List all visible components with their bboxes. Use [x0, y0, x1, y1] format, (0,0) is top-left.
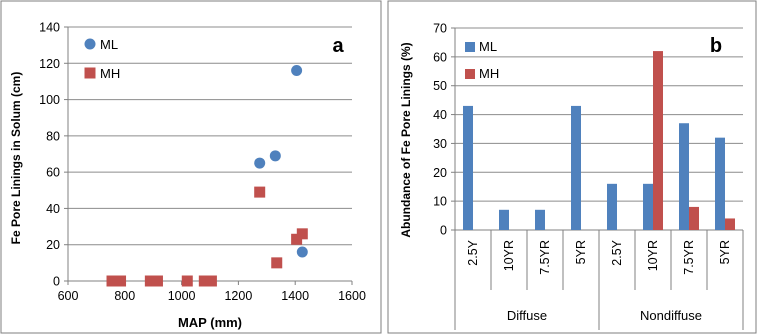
bar-ml: [607, 183, 617, 230]
y-tick-label: 10: [433, 195, 447, 209]
y-tick-label: 70: [433, 22, 447, 36]
panel-a-y-tick-labels: 0 20 40 60 80 100 120 140: [39, 21, 60, 289]
data-point-mh: [205, 275, 217, 287]
panel-b-y-tick-labels: 0 10 20 30 40 50 60 70: [433, 22, 447, 238]
data-point-ml: [291, 65, 303, 77]
y-tick-label: 100: [39, 93, 60, 107]
y-tick-label: 0: [53, 275, 60, 289]
bar-ml: [643, 183, 653, 230]
y-tick-label: 60: [46, 166, 60, 180]
y-tick-label: 40: [46, 202, 60, 216]
data-point-mh: [106, 275, 118, 287]
bar-ml: [499, 209, 509, 230]
data-point-mh: [151, 275, 163, 287]
panel-a-points: [106, 65, 308, 287]
panel-b-legend: ML MH: [465, 39, 499, 81]
y-tick-label: 50: [433, 79, 447, 93]
bar-mh: [653, 51, 663, 231]
data-point-mh: [181, 275, 193, 287]
x-tick-label: 1200: [224, 289, 252, 303]
data-point-mh: [115, 275, 127, 287]
x-tick-label: 600: [58, 289, 79, 303]
legend-mh-swatch: [465, 69, 475, 79]
category-label: 5YR: [574, 240, 588, 264]
data-point-mh: [271, 257, 283, 269]
data-point-mh: [291, 233, 303, 245]
y-tick-label: 60: [433, 50, 447, 64]
category-label: 7.5YR: [682, 240, 696, 275]
panel-b-category-labels: 2.5Y 10YR 7.5YR 5YR 2.5Y 10YR 7.5YR 5YR: [466, 239, 732, 274]
y-tick-label: 80: [46, 129, 60, 143]
data-point-ml: [254, 157, 266, 169]
panel-a-x-axis-label: MAP (mm): [178, 315, 242, 330]
category-label: 2.5Y: [610, 239, 624, 265]
panel-b-gridlines: [451, 27, 743, 231]
bar-ml: [571, 105, 581, 230]
bar-ml: [535, 209, 545, 230]
panel-b-bar-chart: 0 10 20 30 40 50 60 70 2.5Y 10YR 7.5YR 5YR 2.5Y 10YR…: [387, 0, 757, 334]
panel-a-letter: a: [332, 35, 344, 57]
data-point-mh: [144, 275, 156, 287]
panel-a-gridlines: [64, 26, 352, 282]
panel-a-y-axis-label: Fe Pore Linings in Solum (cm): [9, 72, 23, 245]
category-label: 5YR: [718, 240, 732, 264]
bar-ml: [679, 123, 689, 230]
category-label: 2.5Y: [466, 239, 480, 265]
legend-ml-marker: [84, 38, 96, 50]
category-label: 10YR: [646, 240, 660, 271]
category-label: 10YR: [502, 240, 516, 271]
x-tick-label: 1400: [281, 289, 309, 303]
data-point-mh: [198, 275, 210, 287]
panel-b-letter: b: [710, 35, 722, 57]
y-tick-label: 40: [433, 108, 447, 122]
panel-a-x-tick-labels: 600 800 1000 1200 1400 1600: [58, 289, 366, 303]
x-tick-label: 1600: [338, 289, 366, 303]
group-label: Nondiffuse: [640, 308, 702, 323]
group-label: Diffuse: [507, 308, 547, 323]
legend-mh-label: MH: [479, 66, 499, 81]
x-tick-label: 1000: [168, 289, 196, 303]
legend-mh-label: MH: [100, 66, 120, 81]
y-tick-label: 30: [433, 137, 447, 151]
panel-b-y-axis-label: Abundance of Fe Pore Linings (%): [399, 42, 413, 237]
panel-b-group-labels: Diffuse Nondiffuse: [507, 308, 702, 323]
panel-a-scatter: 0 20 40 60 80 100 120 140 600 800 1000 1200 1400 160…: [0, 0, 382, 334]
bar-ml: [715, 137, 725, 230]
bar-mh: [725, 218, 735, 230]
data-point-ml: [269, 150, 281, 162]
y-tick-label: 120: [39, 57, 60, 71]
bar-mh: [689, 206, 699, 230]
y-tick-label: 20: [46, 238, 60, 252]
bar-ml: [463, 105, 473, 230]
legend-ml-label: ML: [479, 39, 497, 54]
legend-ml-label: ML: [100, 37, 118, 52]
legend-mh-marker: [84, 67, 96, 79]
x-tick-label: 800: [114, 289, 135, 303]
data-point-mh: [296, 228, 308, 240]
data-point-ml: [296, 246, 308, 258]
y-tick-label: 20: [433, 166, 447, 180]
y-tick-label: 0: [440, 224, 447, 238]
category-label: 7.5YR: [538, 240, 552, 275]
panel-b-bars: [463, 51, 735, 231]
data-point-mh: [254, 186, 266, 198]
legend-ml-swatch: [465, 42, 475, 52]
panel-a-legend: ML MH: [84, 37, 120, 81]
y-tick-label: 140: [39, 21, 60, 35]
